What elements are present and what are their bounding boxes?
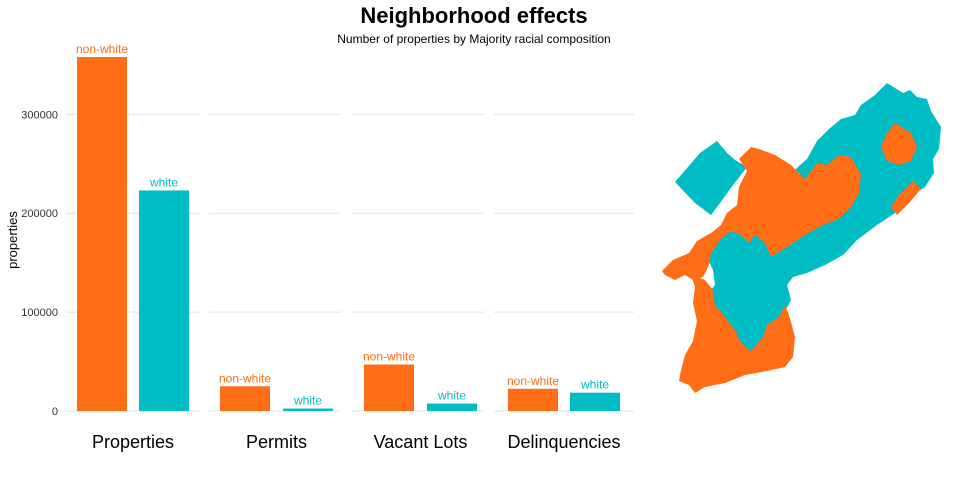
bar-label: white [293,394,322,408]
bar-non-white [220,386,270,411]
bars: non-white non-white non-white non-white whit… [76,42,620,411]
bar-white [139,190,189,411]
chart-title: Neighborhood effects [360,3,588,28]
bar-label: non-white [219,371,271,385]
bar-non-white [364,364,414,411]
bar-label: white [437,389,466,403]
x-axis: Properties Permits Vacant Lots Delinquencie… [92,432,621,452]
bar-label: white [580,378,609,392]
bar-white [283,408,333,411]
bar-label: non-white [363,350,415,364]
y-axis: 0 100000 200000 300000 [21,109,58,418]
bar-label: non-white [76,42,128,56]
bar-white [427,403,477,411]
facet-label: Vacant Lots [374,432,468,452]
facet-label: Delinquencies [507,432,620,452]
bar-label: non-white [507,374,559,388]
bar-white [570,392,620,411]
y-tick-label: 0 [52,406,58,418]
map-region-nonwhite [881,123,917,165]
choropleth-map [662,83,941,393]
bar-non-white [77,56,127,411]
map-region-nonwhite [891,181,921,215]
map-region-white [675,141,747,215]
facet-label: Permits [246,432,307,452]
y-axis-label: properties [5,211,20,269]
facet-label: Properties [92,432,174,452]
chart-subtitle: Number of properties by Majority racial … [337,32,611,46]
map-region-nonwhite [662,147,861,280]
bar-label: white [149,175,178,189]
bar-chart: 0 100000 200000 300000 properties non-white… [5,42,634,452]
y-tick-label: 200000 [21,208,58,220]
map-region-nonwhite [679,275,795,393]
y-tick-label: 300000 [21,109,58,121]
bar-non-white [508,388,558,411]
y-tick-label: 100000 [21,307,58,319]
